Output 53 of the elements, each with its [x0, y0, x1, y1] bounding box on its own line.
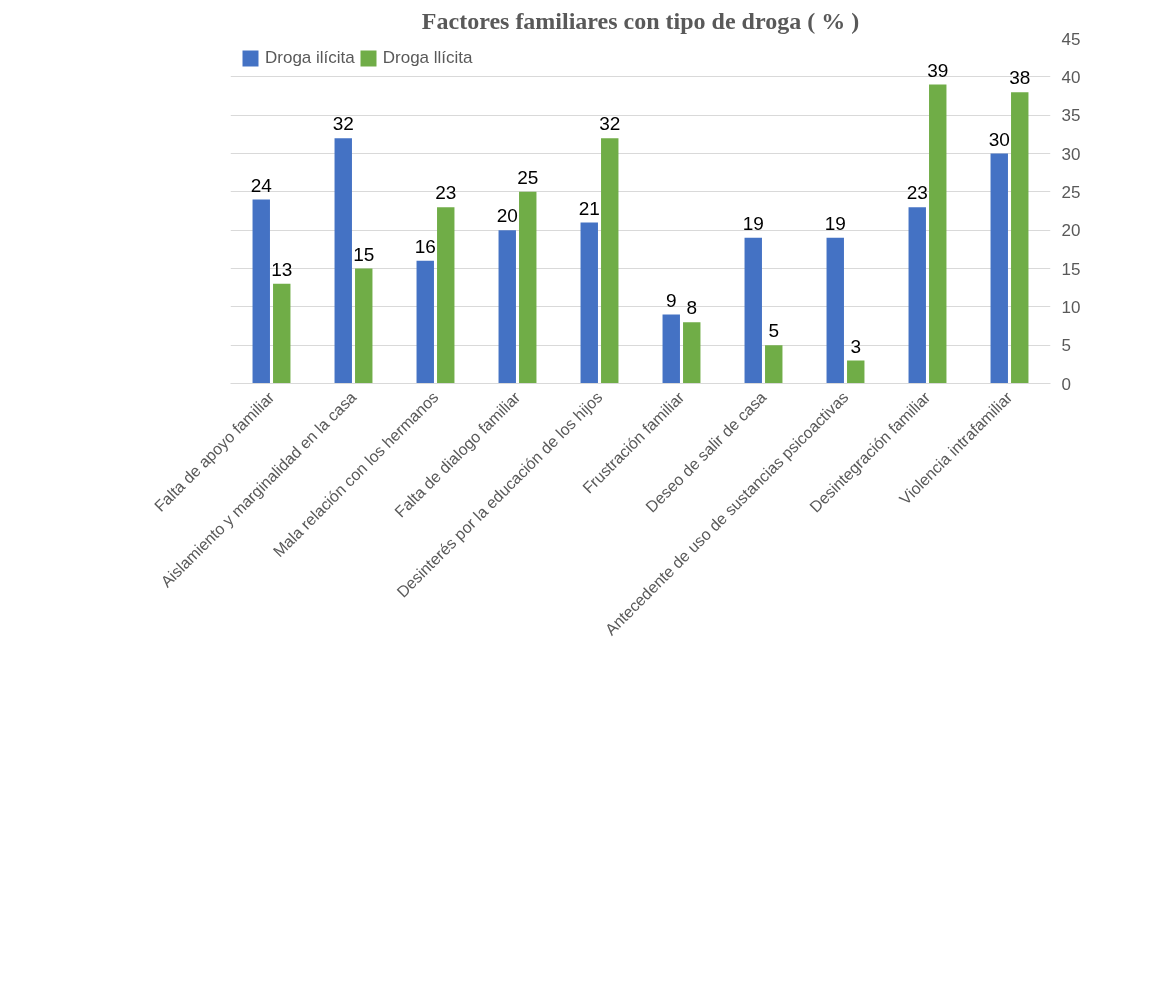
bar: [437, 207, 455, 384]
bar: [683, 322, 701, 384]
y-tick-label: 30: [1061, 144, 1081, 164]
bar: [519, 191, 537, 384]
y-tick-label: 0: [1061, 374, 1071, 394]
data-label: 38: [1009, 67, 1031, 89]
bar: [334, 138, 352, 384]
data-label: 39: [927, 59, 949, 81]
bar: [601, 138, 619, 384]
data-label: 16: [414, 235, 436, 257]
bar: [416, 260, 434, 384]
bar: [273, 283, 291, 384]
data-label: 13: [271, 258, 293, 280]
data-label: 19: [824, 212, 846, 234]
y-tick-label: 20: [1061, 221, 1081, 241]
bar: [990, 153, 1008, 384]
bar: [355, 268, 373, 384]
data-label: 15: [353, 243, 375, 265]
legend-label: Droga llícita: [382, 48, 473, 68]
bar: [744, 237, 762, 384]
data-label: 20: [496, 205, 518, 227]
data-label: 5: [768, 320, 780, 342]
y-tick-label: 15: [1061, 259, 1081, 279]
y-tick-label: 10: [1061, 297, 1081, 317]
data-label: 32: [599, 113, 621, 135]
data-label: 25: [517, 166, 539, 188]
data-label: 3: [850, 335, 862, 357]
bar: [580, 222, 598, 384]
data-label: 21: [578, 197, 600, 219]
y-tick-label: 5: [1061, 336, 1071, 356]
bar: [252, 199, 270, 384]
bar: [1011, 92, 1029, 384]
y-tick-label: 40: [1061, 67, 1081, 87]
data-label: 8: [686, 297, 698, 319]
bar: [826, 237, 844, 384]
data-label: 9: [665, 289, 677, 311]
legend-label: Droga ilícita: [265, 48, 355, 68]
bar: [498, 230, 516, 384]
y-tick-label: 45: [1061, 29, 1081, 49]
data-label: 24: [250, 174, 273, 196]
bar: [908, 207, 926, 384]
y-tick-label: 25: [1061, 182, 1081, 202]
bar: [765, 345, 783, 384]
data-label: 23: [435, 182, 457, 204]
chart-title: Factores familiares con tipo de droga ( % ): [421, 7, 860, 34]
y-tick-label: 35: [1061, 106, 1081, 126]
data-label: 30: [988, 128, 1010, 150]
bar: [662, 314, 680, 384]
bar: [929, 84, 947, 384]
bar: [847, 360, 865, 384]
data-label: 19: [742, 212, 764, 234]
data-label: 32: [332, 113, 354, 135]
data-label: 23: [906, 182, 928, 204]
